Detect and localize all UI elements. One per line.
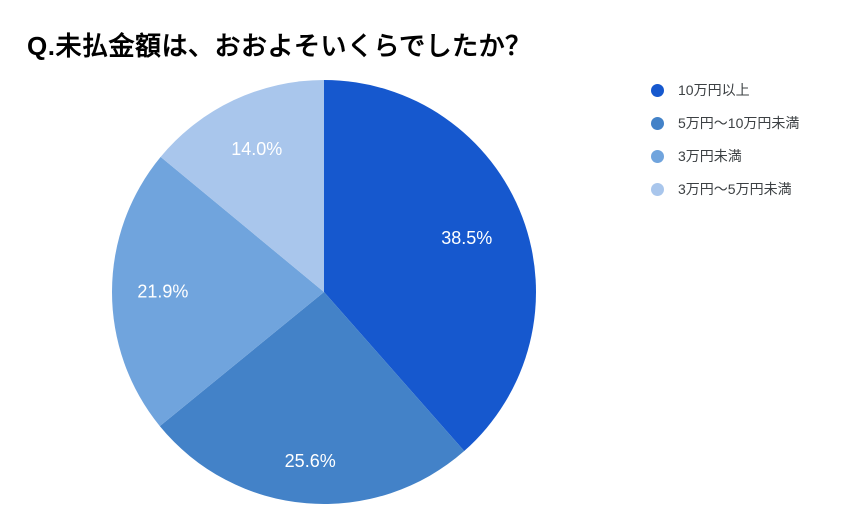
slice-label-0: 38.5% [441,228,492,248]
legend-item-2: 3万円未満 [651,146,799,166]
slice-label-2: 21.9% [137,282,188,302]
pie-slice-1[interactable] [159,292,465,504]
legend-label: 10万円以上 [678,82,750,98]
legend: 10万円以上 5万円～10万円未満 3万円未満 3万円～5万円未満 [651,80,799,212]
legend-swatch-icon [651,83,664,97]
chart-title: Q.未払金額は、おおよそいくらでしたか？ [27,31,532,61]
legend-swatch-icon [651,116,664,130]
legend-swatch-icon [651,149,664,163]
pie-slice-2[interactable] [112,156,324,427]
legend-label: 3万円～5万円未満 [678,181,792,197]
legend-item-0: 10万円以上 [651,80,799,100]
legend-label: 5万円～10万円未満 [678,115,800,131]
slice-label-1: 25.6% [285,451,336,471]
legend-item-3: 3万円～5万円未満 [651,179,799,199]
legend-label: 3万円未満 [678,148,742,164]
slice-label-3: 14.0% [231,139,282,159]
pie-slice-0[interactable] [324,80,536,452]
legend-item-1: 5万円～10万円未満 [651,113,799,133]
pie-slice-3[interactable] [160,80,324,292]
legend-swatch-icon [651,182,664,196]
